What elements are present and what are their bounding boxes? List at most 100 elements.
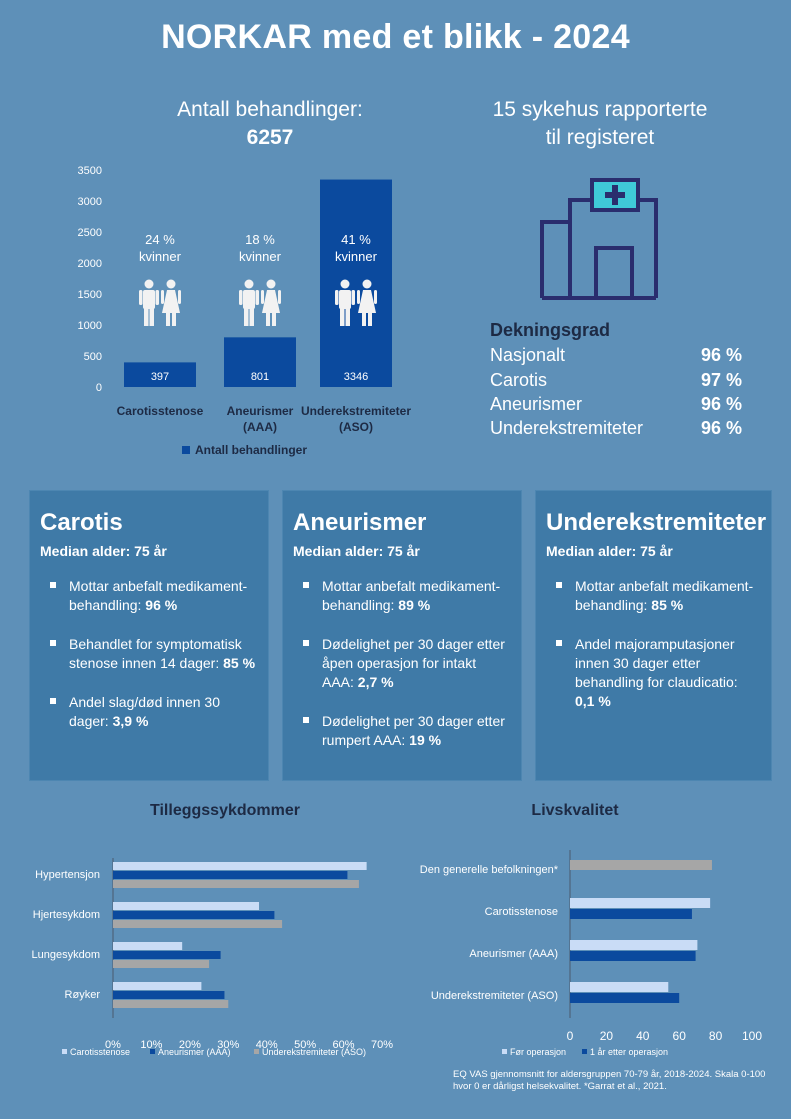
y-tick-label: 1500	[78, 289, 102, 301]
legend-swatch	[150, 1049, 155, 1054]
y-tick-label: 500	[84, 351, 102, 363]
coverage-row: Carotis 97 %	[490, 370, 742, 391]
card-item: Dødelighet per 30 dager etter åpen opera…	[293, 635, 511, 692]
treatments-label: Antall behandlinger:	[177, 98, 363, 121]
women-pct-label: 41 %	[341, 232, 371, 247]
y-category-label: Hjertesykdom	[33, 909, 100, 921]
card-item: Behandlet for symptomatisk stenose innen…	[40, 635, 258, 673]
coverage-value: 96 %	[700, 418, 742, 438]
coverage-row: Underekstremiteter 96 %	[490, 418, 742, 439]
x-tick-label: 60%	[333, 1039, 355, 1051]
y-tick-label: 2500	[78, 227, 102, 239]
card-item: Mottar anbefalt medikament-behandling: 8…	[293, 577, 511, 615]
x-category-label: Underekstremiteter	[301, 404, 411, 418]
bar	[113, 1000, 229, 1008]
bar	[570, 898, 711, 908]
bar	[113, 942, 183, 950]
hospitals-line2: til registeret	[545, 126, 655, 149]
bar	[113, 920, 283, 928]
comorbidity-chart: Hypertensjon Hjertesykdom Lungesykdom Røyke…	[32, 858, 393, 1057]
bar	[113, 871, 348, 879]
bar-value-label: 3346	[344, 371, 368, 383]
women-pct-label: 24 %	[145, 232, 175, 247]
legend-label: Før operasjon	[510, 1047, 566, 1057]
x-category-label: Carotisstenose	[117, 404, 204, 418]
bar	[113, 982, 202, 990]
bar	[113, 862, 367, 870]
legend-label: Aneurismer (AAA)	[158, 1047, 231, 1057]
x-category-label: (AAA)	[243, 420, 277, 434]
bar-value-label: 397	[151, 371, 169, 383]
card-aneurismer: Aneurismer Median alder: 75 år Mottar an…	[283, 491, 521, 780]
hospitals-heading: 15 sykehus rapporterte til registeret	[460, 96, 740, 152]
coverage-value: 96 %	[700, 345, 742, 365]
y-tick-label: 3000	[78, 196, 102, 208]
y-category-label: Carotisstenose	[485, 906, 558, 918]
bar	[570, 982, 669, 992]
bar	[113, 991, 225, 999]
coverage-title: Dekningsgrad	[490, 320, 611, 340]
x-tick-label: 10%	[140, 1039, 162, 1051]
x-tick-label: 80	[709, 1029, 723, 1043]
x-tick-label: 70%	[371, 1039, 393, 1051]
y-category-label: Aneurismer (AAA)	[469, 948, 558, 960]
card-median-age: Median alder: 75 år	[546, 543, 673, 559]
card-median-age: Median alder: 75 år	[40, 543, 167, 559]
y-tick-label: 2000	[78, 258, 102, 270]
bar-value-label: 801	[251, 371, 269, 383]
page-title: NORKAR med et blikk - 2024	[161, 18, 630, 56]
women-word-label: kvinner	[335, 249, 378, 264]
y-tick-label: 0	[96, 382, 102, 394]
bar	[570, 940, 698, 950]
x-category-label: Aneurismer	[227, 404, 294, 418]
card-title: Carotis	[40, 509, 123, 536]
card-item: Andel slag/død innen 30 dager: 3,9 %	[40, 693, 258, 731]
qol-chart: Den generelle befolkningen* Carotisstenos…	[420, 850, 762, 1057]
card-item: Dødelighet per 30 dager etter rumpert AA…	[293, 712, 511, 750]
coverage-label: Carotis	[490, 370, 548, 390]
legend-label: Underekstremiteter (ASO)	[262, 1047, 366, 1057]
bar	[113, 951, 221, 959]
x-tick-label: 0	[567, 1029, 574, 1043]
y-category-label: Den generelle befolkningen*	[420, 864, 559, 876]
y-category-label: Lungesykdom	[32, 949, 101, 961]
legend-swatch	[582, 1049, 587, 1054]
card-item: Andel majoramputasjoner innen 30 dager e…	[546, 635, 761, 711]
coverage-label: Underekstremiteter	[490, 418, 644, 438]
x-category-label: (ASO)	[339, 420, 373, 434]
bar	[570, 860, 712, 870]
comorbidity-title: Tilleggssykdommer	[150, 802, 300, 819]
x-tick-label: 30%	[217, 1039, 239, 1051]
coverage-label: Nasjonalt	[490, 345, 566, 365]
women-word-label: kvinner	[139, 249, 182, 264]
bar	[570, 909, 692, 919]
legend-swatch	[182, 446, 190, 454]
bar	[224, 337, 296, 387]
treatments-total: 6257	[246, 126, 294, 149]
card-underekstremiteter: Underekstremiteter Median alder: 75 år M…	[536, 491, 771, 780]
bar	[113, 960, 210, 968]
card-item: Mottar anbefalt medikament-behandling: 8…	[546, 577, 761, 615]
people-icon	[139, 279, 181, 326]
x-tick-label: 100	[742, 1029, 762, 1043]
coverage-label: Aneurismer	[490, 394, 583, 414]
y-tick-label: 1000	[78, 320, 102, 332]
x-tick-label: 50%	[294, 1039, 316, 1051]
coverage-row: Nasjonalt 96 %	[490, 345, 742, 366]
treatments-heading: Antall behandlinger: 6257	[100, 96, 440, 152]
card-title: Aneurismer	[293, 509, 427, 536]
y-category-label: Røyker	[65, 989, 101, 1001]
treatments-chart: 0 500 1000 1500 2000 2500 3000 3500 397 24 % kvinn…	[78, 165, 412, 457]
bar	[570, 951, 696, 961]
footnote: EQ VAS gjennomsnitt for aldersgruppen 70…	[453, 1069, 766, 1092]
people-icon	[239, 279, 281, 326]
card-item: Mottar anbefalt medikament-behandling: 9…	[40, 577, 258, 615]
x-tick-label: 20	[600, 1029, 614, 1043]
card-carotis: Carotis Median alder: 75 år Mottar anbef…	[30, 491, 268, 780]
legend-label: Carotisstenose	[70, 1047, 130, 1057]
people-icon	[335, 279, 377, 326]
qol-title: Livskvalitet	[531, 802, 619, 819]
y-category-label: Hypertensjon	[35, 869, 100, 881]
x-tick-label: 40	[636, 1029, 650, 1043]
x-tick-label: 60	[673, 1029, 687, 1043]
